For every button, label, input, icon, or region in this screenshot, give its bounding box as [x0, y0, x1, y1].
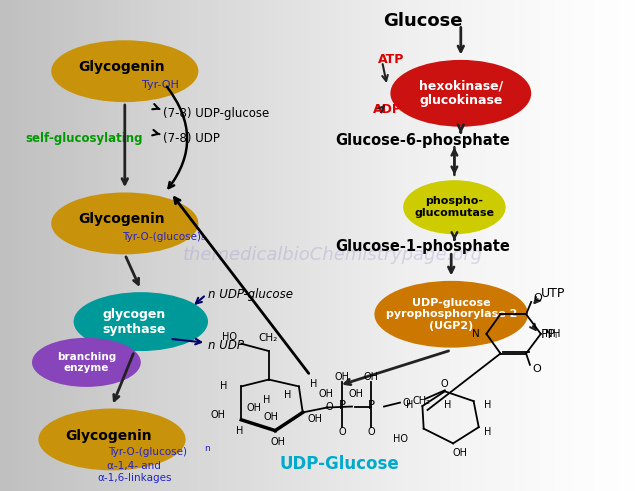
Text: α-1,6-linkages: α-1,6-linkages	[97, 473, 172, 483]
Text: NH: NH	[545, 329, 561, 339]
Text: n UDP-glucose: n UDP-glucose	[208, 288, 293, 301]
Text: H: H	[220, 382, 228, 391]
Text: CH₂: CH₂	[258, 333, 277, 343]
Text: OH: OH	[452, 448, 467, 458]
Text: H: H	[263, 395, 271, 405]
Text: PPᵢ: PPᵢ	[541, 328, 558, 341]
Text: Tyr-O-(glucose): Tyr-O-(glucose)	[108, 447, 187, 457]
Text: OH: OH	[271, 437, 286, 447]
Text: themedicalbioChemistrypage.org: themedicalbioChemistrypage.org	[183, 246, 483, 264]
Ellipse shape	[74, 292, 208, 351]
Text: Glucose-6-phosphate: Glucose-6-phosphate	[335, 133, 510, 148]
Text: OH: OH	[263, 412, 278, 422]
Ellipse shape	[403, 180, 506, 234]
Text: OH: OH	[364, 372, 379, 382]
Text: O: O	[403, 398, 410, 408]
Text: H: H	[236, 426, 244, 436]
Text: O: O	[441, 380, 449, 389]
Text: O: O	[367, 427, 375, 437]
Ellipse shape	[390, 60, 531, 127]
Text: α-1,4- and: α-1,4- and	[108, 462, 161, 471]
Text: P: P	[339, 399, 346, 411]
Text: O: O	[532, 364, 541, 374]
Ellipse shape	[32, 338, 141, 387]
Text: self-glucosylating: self-glucosylating	[26, 132, 143, 145]
Text: (7-8) UDP: (7-8) UDP	[163, 132, 220, 145]
Text: HO: HO	[394, 435, 408, 444]
Text: ADP: ADP	[373, 103, 402, 116]
Text: H: H	[484, 400, 492, 410]
Text: O: O	[326, 402, 333, 411]
Text: O: O	[339, 427, 346, 437]
Text: Glucose-1-phosphate: Glucose-1-phosphate	[335, 239, 510, 254]
Text: OH: OH	[246, 403, 262, 412]
Text: ATP: ATP	[378, 54, 404, 66]
Text: Tyr-OH: Tyr-OH	[141, 80, 179, 90]
Text: UDP-Glucose: UDP-Glucose	[279, 455, 399, 473]
Ellipse shape	[374, 281, 528, 348]
Text: OH: OH	[335, 372, 350, 382]
Text: P: P	[368, 399, 374, 411]
Text: n UDP: n UDP	[208, 339, 244, 352]
Text: N: N	[472, 329, 480, 339]
Text: H: H	[310, 380, 317, 389]
Text: Glycogenin: Glycogenin	[78, 60, 165, 74]
Text: OH: OH	[307, 414, 322, 424]
Ellipse shape	[51, 40, 198, 102]
Text: Tyr-O-(glucose)₈: Tyr-O-(glucose)₈	[122, 232, 205, 242]
Text: H: H	[444, 400, 452, 410]
Ellipse shape	[38, 409, 186, 470]
Text: H: H	[484, 427, 492, 437]
Text: phospho-
glucomutase: phospho- glucomutase	[415, 196, 494, 218]
Text: UDP-glucose
pyrophosphorylase 2
(UGP2): UDP-glucose pyrophosphorylase 2 (UGP2)	[385, 298, 517, 331]
Ellipse shape	[51, 192, 198, 254]
Text: n: n	[204, 444, 209, 453]
Text: OH: OH	[211, 410, 226, 420]
Text: (7-8) UDP-glucose: (7-8) UDP-glucose	[163, 108, 269, 120]
Text: branching
enzyme: branching enzyme	[57, 352, 116, 373]
Text: CH₂: CH₂	[412, 396, 430, 406]
Text: Glycogenin: Glycogenin	[65, 429, 152, 442]
Text: hexokinase/
glucokinase: hexokinase/ glucokinase	[419, 79, 503, 108]
Text: Glycogenin: Glycogenin	[78, 213, 165, 226]
Text: O: O	[533, 293, 542, 303]
Text: Glucose: Glucose	[383, 12, 462, 29]
Text: OH: OH	[319, 389, 334, 399]
Text: H: H	[406, 400, 413, 410]
Text: OH: OH	[348, 389, 364, 399]
Text: HO: HO	[222, 332, 237, 342]
Text: glycogen
synthase: glycogen synthase	[102, 307, 166, 336]
Text: H: H	[284, 390, 292, 400]
Text: UTP: UTP	[541, 287, 565, 300]
